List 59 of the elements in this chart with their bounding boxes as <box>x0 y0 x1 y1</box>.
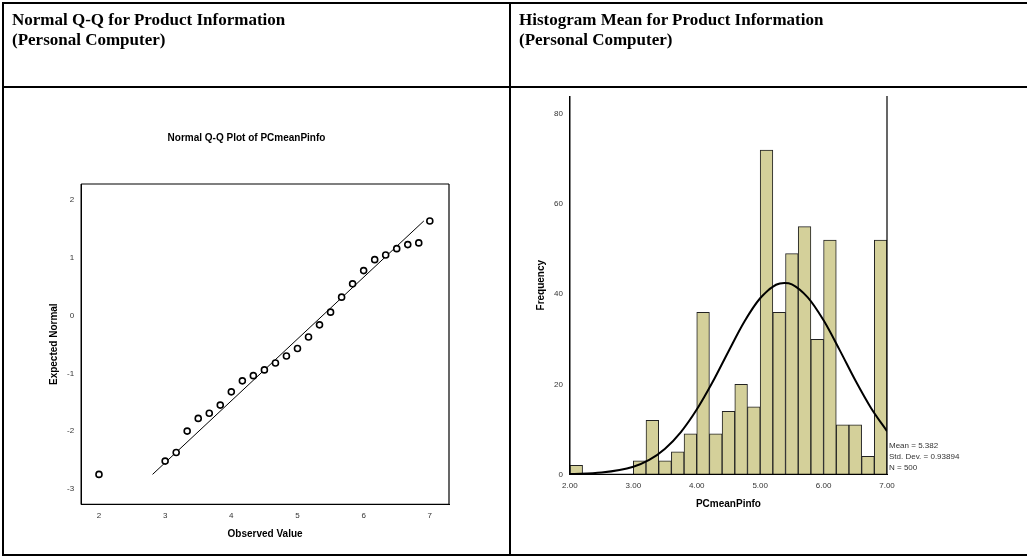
x-tick-label: 3 <box>162 511 168 521</box>
y-tick-label: 1 <box>69 253 75 263</box>
chart-subtitle: Normal Q-Q Plot of PCmeanPinfo <box>167 131 326 143</box>
x-tick-label: 2 <box>96 511 102 521</box>
x-axis-title: PCmeanPinfo <box>695 497 761 509</box>
y-tick-label: 0 <box>69 310 75 320</box>
point <box>337 293 346 301</box>
point <box>183 427 191 435</box>
x-tick-label: 4.00 <box>688 481 706 491</box>
x-tick-label: 3.00 <box>625 481 642 491</box>
x-tick-label: 7.00 <box>879 481 896 491</box>
y-tick-label: 60 <box>553 199 564 209</box>
point <box>381 251 390 259</box>
text: N = 500 <box>889 463 918 473</box>
point <box>426 217 434 225</box>
y-tick-label: 40 <box>553 289 564 299</box>
point <box>282 352 291 360</box>
x-tick-label: 2.00 <box>562 481 579 491</box>
x-tick-label: 5 <box>295 511 301 521</box>
x-tick-label: 6 <box>361 511 367 521</box>
point <box>304 333 313 341</box>
point <box>370 255 379 264</box>
point <box>392 244 401 253</box>
point <box>249 371 258 380</box>
point <box>216 401 225 409</box>
chart-title: Normal Q-Q for Product Information (Personal Computer) <box>3 3 510 87</box>
text: Std. Dev. = 0.93894 <box>889 452 960 462</box>
point <box>315 321 324 329</box>
point <box>260 366 269 374</box>
point <box>293 344 302 353</box>
point <box>205 409 214 417</box>
point <box>271 359 280 367</box>
y-tick-label: 0 <box>558 469 564 479</box>
point <box>238 377 247 385</box>
point <box>326 308 335 316</box>
point <box>227 388 236 396</box>
y-tick-label: 2 <box>69 195 75 205</box>
point <box>95 470 103 479</box>
point <box>414 239 423 247</box>
y-tick-label: 80 <box>553 109 564 119</box>
point <box>359 266 368 275</box>
y-tick-label: -3 <box>66 484 75 494</box>
point <box>194 414 203 423</box>
y-axis-title: Expected Normal <box>47 303 59 386</box>
x-tick-label: 4 <box>229 511 235 521</box>
y-axis-title: Frequency <box>534 259 546 311</box>
x-tick-label: 5.00 <box>752 481 769 491</box>
chart-title: Histogram Mean for Product Information (Personal Computer) <box>510 3 1027 87</box>
x-tick-label: 6.00 <box>815 481 832 491</box>
x-axis-title: Observed Value <box>227 527 304 539</box>
point <box>403 240 412 249</box>
y-tick-label: 20 <box>553 379 564 389</box>
text: Mean = 5.382 <box>889 441 939 451</box>
y-tick-label: -1 <box>66 368 75 378</box>
point <box>172 448 180 457</box>
point <box>348 280 357 288</box>
point <box>161 457 169 465</box>
y-tick-label: -2 <box>66 426 75 436</box>
x-tick-label: 7 <box>427 511 433 521</box>
